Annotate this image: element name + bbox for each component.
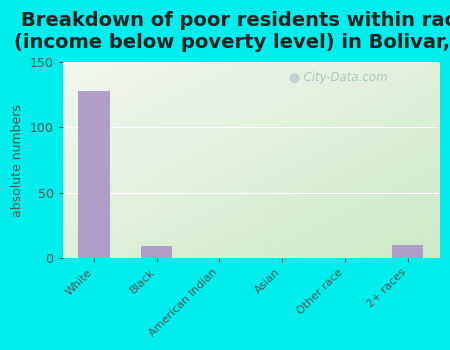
- Text: City-Data.com: City-Data.com: [296, 71, 387, 84]
- Y-axis label: absolute numbers: absolute numbers: [11, 104, 24, 217]
- Bar: [392, 245, 423, 258]
- Bar: [141, 246, 172, 258]
- Title: Breakdown of poor residents within races
(income below poverty level) in Bolivar: Breakdown of poor residents within races…: [14, 11, 450, 52]
- Text: ⬤: ⬤: [288, 72, 299, 83]
- Bar: [78, 91, 110, 258]
